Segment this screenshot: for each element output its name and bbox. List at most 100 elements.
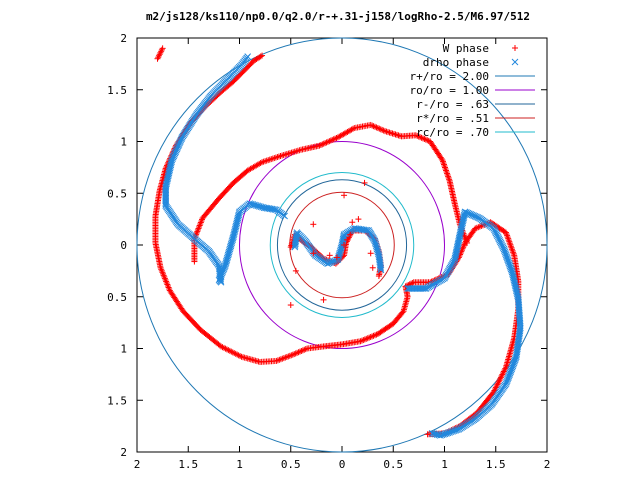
w-phase-point: [326, 138, 333, 145]
w-phase-point: [498, 372, 505, 379]
w-phase-point: [399, 309, 406, 316]
w-phase-point: [286, 352, 293, 359]
w-phase-point: [440, 160, 447, 167]
chart-title: m2/js128/ks110/np0.0/q2.0/r-+.31-j158/lo…: [146, 10, 530, 23]
w-phase-point: [499, 371, 506, 378]
x-tick-label: 1: [441, 458, 448, 471]
w-phase-point: [157, 49, 164, 56]
w-phase-point: [369, 333, 376, 340]
w-phase-point: [218, 343, 225, 350]
w-phase-point: [361, 179, 368, 186]
w-phase-point: [225, 347, 232, 354]
w-phase-point: [497, 374, 504, 381]
legend-entry: W phase: [443, 42, 518, 55]
w-phase-point: [155, 54, 162, 61]
w-phase-point: [326, 252, 333, 259]
w-phase-point: [226, 347, 233, 354]
w-phase-point: [269, 155, 276, 162]
w-phase-point: [360, 337, 367, 344]
w-phase-point: [274, 154, 281, 161]
w-phase-point: [424, 431, 431, 438]
w-phase-point: [444, 170, 451, 177]
w-phase-point: [445, 173, 452, 180]
w-phase-point: [274, 357, 281, 364]
w-phase-point: [494, 381, 501, 388]
x-tick-label: 0.5: [383, 458, 403, 471]
reference-circle: [239, 141, 445, 349]
w-phase-point: [332, 135, 339, 142]
w-phase-point: [336, 133, 343, 140]
w-phase-point: [288, 352, 295, 359]
w-phase-point: [193, 229, 200, 236]
w-phase-point: [199, 216, 206, 223]
w-phase-point: [380, 127, 387, 134]
w-phase-point: [231, 350, 238, 357]
y-tick-label: 0: [120, 239, 127, 252]
drho-phase-point: [511, 58, 519, 66]
w-phase-point: [282, 354, 289, 361]
w-phase-point: [275, 153, 282, 160]
w-phase-point: [341, 192, 348, 199]
w-phase-point: [197, 219, 204, 226]
w-phase-point: [457, 250, 464, 257]
w-phase-point: [497, 375, 504, 382]
w-phase-point: [229, 349, 236, 356]
drho-phase-point: [377, 264, 385, 272]
w-phase-point: [366, 334, 373, 341]
w-phase-point: [292, 267, 299, 274]
y-tick-label: 1: [120, 343, 127, 356]
w-phase-point: [375, 273, 382, 280]
w-phase-point: [370, 332, 377, 339]
w-phase-point: [294, 349, 301, 356]
w-phase-point: [279, 355, 286, 362]
w-phase-point: [495, 378, 502, 385]
w-phase-point: [382, 128, 389, 135]
w-phase-point: [424, 137, 431, 144]
w-phase-point: [418, 134, 425, 141]
y-tick-label: 2: [120, 32, 127, 45]
w-phase-point: [371, 332, 378, 339]
x-tick-label: 2: [544, 458, 551, 471]
w-phase-point: [287, 302, 294, 309]
w-phase-point: [295, 349, 302, 356]
w-phase-point: [443, 167, 450, 174]
w-phase-point: [317, 142, 324, 149]
w-phase-point: [440, 161, 447, 168]
w-phase-point: [367, 250, 374, 257]
w-phase-point: [235, 352, 242, 359]
reference-circle: [289, 191, 395, 299]
w-phase-point: [285, 353, 292, 360]
y-tick-label: 0.5: [107, 187, 127, 200]
w-phase-point: [277, 152, 284, 159]
y-axis: 2 1.5 1 0.5 0 0.5 1 1.5 2: [107, 32, 547, 459]
reference-circle: [136, 37, 548, 453]
legend-entry: drho phase: [423, 56, 519, 69]
w-phase-point: [333, 134, 340, 141]
w-phase-point: [373, 124, 380, 131]
w-phase-point: [374, 125, 381, 132]
y-tick-label: 1.5: [107, 394, 127, 407]
w-phase-point: [196, 223, 203, 230]
w-phase-point: [276, 356, 283, 363]
drho-phase-point: [377, 266, 385, 274]
w-phase-point: [220, 344, 227, 351]
drho-phase-point: [428, 430, 436, 437]
w-phase-point: [503, 364, 509, 371]
w-phase-point: [358, 337, 365, 344]
w-phase-point: [301, 346, 308, 353]
w-phase-point: [347, 231, 354, 238]
w-phase-point: [277, 356, 284, 363]
w-phase-point: [268, 156, 275, 163]
w-phase-point: [419, 135, 426, 142]
w-phase-point: [512, 45, 518, 51]
w-phase-point: [442, 164, 449, 171]
w-phase-point: [377, 126, 384, 133]
w-phase-point: [296, 348, 303, 355]
w-phase-point: [156, 51, 163, 58]
w-phase-point: [330, 136, 337, 143]
w-phase-point: [442, 166, 449, 173]
w-phase-point: [223, 346, 230, 353]
w-phase-point: [324, 138, 331, 145]
w-phase-point: [195, 225, 202, 232]
